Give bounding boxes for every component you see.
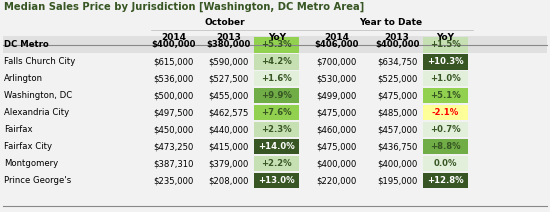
Text: +5.3%: +5.3% xyxy=(261,40,292,49)
Text: +4.2%: +4.2% xyxy=(261,57,292,66)
Text: $536,000: $536,000 xyxy=(153,74,194,83)
Text: $195,000: $195,000 xyxy=(377,176,417,185)
Text: $436,750: $436,750 xyxy=(377,142,417,151)
Bar xyxy=(423,105,468,120)
Bar xyxy=(3,36,547,53)
Text: Median Sales Price by Jurisdiction [Washington, DC Metro Area]: Median Sales Price by Jurisdiction [Wash… xyxy=(4,2,365,12)
Bar xyxy=(423,173,468,188)
Text: $406,000: $406,000 xyxy=(315,40,359,49)
Text: $400,000: $400,000 xyxy=(377,159,417,168)
Text: +2.3%: +2.3% xyxy=(261,125,292,134)
Text: $380,000: $380,000 xyxy=(206,40,250,49)
Text: Fairfax City: Fairfax City xyxy=(4,142,52,151)
Text: +10.3%: +10.3% xyxy=(427,57,464,66)
Text: Falls Church City: Falls Church City xyxy=(4,57,76,66)
Text: +12.8%: +12.8% xyxy=(427,176,464,185)
Bar xyxy=(254,105,299,120)
Text: 2014: 2014 xyxy=(324,33,349,42)
Text: $485,000: $485,000 xyxy=(377,108,417,117)
Text: $400,000: $400,000 xyxy=(151,40,195,49)
Text: Montgomery: Montgomery xyxy=(4,159,58,168)
Text: -2.1%: -2.1% xyxy=(432,108,459,117)
Text: +14.0%: +14.0% xyxy=(258,142,295,151)
Bar xyxy=(423,139,468,154)
Text: Prince George's: Prince George's xyxy=(4,176,72,185)
Text: YoY: YoY xyxy=(268,33,285,42)
Bar xyxy=(423,71,468,86)
Bar xyxy=(423,37,468,53)
Text: $462,575: $462,575 xyxy=(208,108,249,117)
Text: Alexandria City: Alexandria City xyxy=(4,108,69,117)
Text: $387,310: $387,310 xyxy=(153,159,194,168)
Bar xyxy=(423,122,468,137)
Text: $530,000: $530,000 xyxy=(316,74,357,83)
Text: $590,000: $590,000 xyxy=(208,57,249,66)
Text: $440,000: $440,000 xyxy=(208,125,249,134)
Text: +1.0%: +1.0% xyxy=(430,74,461,83)
Bar xyxy=(423,88,468,103)
Text: +0.7%: +0.7% xyxy=(430,125,461,134)
Bar xyxy=(254,88,299,103)
Bar xyxy=(254,54,299,70)
Text: DC Metro: DC Metro xyxy=(4,40,49,49)
Text: +7.6%: +7.6% xyxy=(261,108,292,117)
Text: $475,000: $475,000 xyxy=(377,91,417,100)
Text: YoY: YoY xyxy=(437,33,454,42)
Bar xyxy=(423,54,468,70)
Text: 2013: 2013 xyxy=(216,33,241,42)
Text: $475,000: $475,000 xyxy=(316,108,357,117)
Text: +9.9%: +9.9% xyxy=(261,91,292,100)
Text: $700,000: $700,000 xyxy=(316,57,357,66)
Text: $208,000: $208,000 xyxy=(208,176,249,185)
Text: $615,000: $615,000 xyxy=(153,57,194,66)
Bar xyxy=(254,139,299,154)
Text: $235,000: $235,000 xyxy=(153,176,194,185)
Text: $473,250: $473,250 xyxy=(153,142,194,151)
Text: 0.0%: 0.0% xyxy=(434,159,457,168)
Bar xyxy=(254,71,299,86)
Text: $400,000: $400,000 xyxy=(375,40,419,49)
Bar xyxy=(254,173,299,188)
Text: +1.6%: +1.6% xyxy=(261,74,292,83)
Text: +5.1%: +5.1% xyxy=(430,91,461,100)
Text: +1.5%: +1.5% xyxy=(430,40,461,49)
Text: $475,000: $475,000 xyxy=(316,142,357,151)
Text: $634,750: $634,750 xyxy=(377,57,417,66)
Text: $400,000: $400,000 xyxy=(316,159,357,168)
Text: $525,000: $525,000 xyxy=(377,74,417,83)
Text: $527,500: $527,500 xyxy=(208,74,249,83)
Text: $457,000: $457,000 xyxy=(377,125,417,134)
Text: $500,000: $500,000 xyxy=(153,91,194,100)
Text: Arlington: Arlington xyxy=(4,74,43,83)
Text: $450,000: $450,000 xyxy=(153,125,194,134)
Bar xyxy=(254,122,299,137)
Bar xyxy=(254,156,299,171)
Text: $460,000: $460,000 xyxy=(316,125,357,134)
Text: $220,000: $220,000 xyxy=(316,176,357,185)
Text: $499,000: $499,000 xyxy=(316,91,357,100)
Text: $379,000: $379,000 xyxy=(208,159,249,168)
Bar xyxy=(423,156,468,171)
Text: $497,500: $497,500 xyxy=(153,108,194,117)
Text: +13.0%: +13.0% xyxy=(258,176,295,185)
Text: Fairfax: Fairfax xyxy=(4,125,33,134)
Text: $455,000: $455,000 xyxy=(208,91,249,100)
Text: Year to Date: Year to Date xyxy=(360,18,422,27)
Text: +8.8%: +8.8% xyxy=(430,142,461,151)
Text: Washington, DC: Washington, DC xyxy=(4,91,73,100)
Text: +2.2%: +2.2% xyxy=(261,159,292,168)
Text: October: October xyxy=(205,18,245,27)
Text: 2013: 2013 xyxy=(384,33,410,42)
Bar xyxy=(254,37,299,53)
Text: $415,000: $415,000 xyxy=(208,142,249,151)
Text: 2014: 2014 xyxy=(161,33,186,42)
